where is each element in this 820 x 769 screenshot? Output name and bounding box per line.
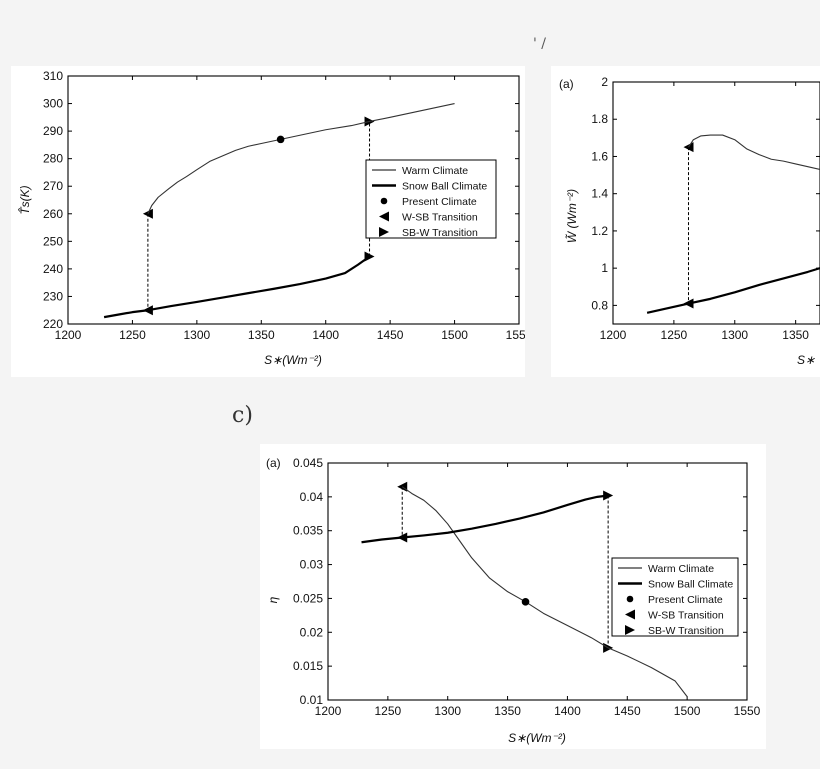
panel-label: (a) <box>266 456 281 470</box>
plot-area <box>103 103 455 319</box>
x-tick-label: 1500 <box>674 704 701 718</box>
y-tick-label: 240 <box>43 262 63 276</box>
x-tick-label: 1200 <box>600 328 627 342</box>
y-tick-label: 310 <box>43 69 63 83</box>
legend-present-label: Present Climate <box>648 594 723 606</box>
legend: Warm Climate Snow Ball Climate Present Cli… <box>365 159 497 239</box>
y-tick-label: 1 <box>601 261 608 275</box>
x-tick-label: 1200 <box>315 704 342 718</box>
y-tick-label: 1.8 <box>591 112 608 126</box>
x-axis-label: S∗ <box>797 353 815 367</box>
plot-area <box>361 481 688 697</box>
y-tick-label: 0.045 <box>293 456 323 470</box>
x-tick-label: 1400 <box>312 328 339 342</box>
y-tick-label: 0.03 <box>300 558 324 572</box>
x-tick-label: 1450 <box>377 328 404 342</box>
x-tick-label: 1550 <box>506 328 525 342</box>
y-tick-label: 290 <box>43 124 63 138</box>
wsb-transition-marker-start <box>397 481 408 492</box>
legend-wsb-label: W-SB Transition <box>402 212 478 224</box>
snowball-climate-line <box>103 255 371 319</box>
eta-chart: 1200 1250 1300 1350 1400 1450 1500 1550 0.01 0.01… <box>266 456 761 745</box>
warm-climate-line <box>401 486 688 697</box>
legend-snowball-label: Snow Ball Climate <box>402 181 487 193</box>
x-tick-label: 1300 <box>721 328 748 342</box>
x-tick-label: 1550 <box>734 704 761 718</box>
x-tick-label: 1300 <box>184 328 211 342</box>
plot-frame <box>327 462 748 701</box>
temperature-chart-panel: 1200 1250 1300 1350 1400 1450 1500 1550 220 230 24… <box>11 66 525 377</box>
x-tick-label: 1250 <box>661 328 688 342</box>
y-axis-label: η <box>266 596 280 603</box>
x-tick-label: 1300 <box>434 704 461 718</box>
panel-label: (a) <box>559 77 574 91</box>
snowball-climate-line <box>646 267 820 314</box>
y-tick-label: 300 <box>43 97 63 111</box>
legend-snowball-label: Snow Ball Climate <box>648 579 733 591</box>
legend-wsb-swatch <box>379 211 389 222</box>
legend-box <box>365 159 497 239</box>
present-climate-point <box>521 598 530 606</box>
sbw-transition-marker-start <box>603 490 614 501</box>
legend-sbw-swatch <box>379 227 389 237</box>
snowball-climate-line <box>361 494 609 544</box>
y-tick-label: 250 <box>43 234 63 248</box>
legend-sbw-label: SB-W Transition <box>648 625 724 637</box>
x-tick-label: 1350 <box>782 328 809 342</box>
y-tick-label: 270 <box>43 179 63 193</box>
x-tick-label: 1250 <box>375 704 402 718</box>
x-tick-label: 1350 <box>494 704 521 718</box>
x-tick-label: 1500 <box>441 328 468 342</box>
x-tick-label: 1200 <box>55 328 82 342</box>
eta-chart-panel: 1200 1250 1300 1350 1400 1450 1500 1550 0.01 0.01… <box>260 444 766 749</box>
y-tick-label: 0.04 <box>300 490 324 504</box>
y-tick-label: 0.02 <box>300 625 324 639</box>
y-tick-label: 220 <box>43 317 63 331</box>
warm-climate-line <box>688 134 820 171</box>
top-mark: ' / <box>533 36 547 52</box>
legend-present-label: Present Climate <box>402 196 477 208</box>
legend-wsb-label: W-SB Transition <box>648 610 724 622</box>
y-tick-label: 280 <box>43 152 63 166</box>
y-axis-label: T̂s(K) <box>17 185 32 214</box>
y-tick-label: 260 <box>43 207 63 221</box>
y-tick-label: 0.8 <box>591 298 608 312</box>
y-tick-label: 0.015 <box>293 659 323 673</box>
y-tick-label: 0.025 <box>293 591 323 605</box>
legend-present-swatch <box>380 197 388 205</box>
plot-frame <box>612 81 820 325</box>
x-tick-label: 1400 <box>554 704 581 718</box>
legend-sbw-label: SB-W Transition <box>402 227 478 239</box>
legend-warm-label: Warm Climate <box>648 563 714 575</box>
y-tick-label: 0.035 <box>293 524 323 538</box>
y-tick-label: 1.2 <box>591 224 608 238</box>
y-tick-label: 230 <box>43 289 63 303</box>
legend-present-swatch <box>626 595 634 603</box>
plot-frame <box>67 75 520 325</box>
legend-warm-label: Warm Climate <box>402 165 468 177</box>
y-tick-label: 0.01 <box>300 693 324 707</box>
x-axis-label: S∗(Wm⁻²) <box>264 353 322 367</box>
x-axis-label: S∗(Wm⁻²) <box>508 731 566 745</box>
y-tick-label: 2 <box>601 75 608 89</box>
plot-area <box>646 134 820 314</box>
y-axis-label: W̃ (Wm⁻²) <box>564 189 579 243</box>
legend-box <box>611 557 739 637</box>
legend: Warm Climate Snow Ball Climate Present Cli… <box>611 557 739 637</box>
water-chart: 1200 1250 1300 1350 0.8 1 1.2 1.4 1.6 1.8 2 S∗ W̃ (W… <box>559 75 820 367</box>
y-tick-label: 1.6 <box>591 149 608 163</box>
x-tick-label: 1450 <box>614 704 641 718</box>
legend-sbw-swatch <box>625 625 635 635</box>
panel-c-label: c) <box>232 403 253 428</box>
present-climate-point <box>276 135 285 144</box>
temperature-chart: 1200 1250 1300 1350 1400 1450 1500 1550 220 230 24… <box>17 69 525 367</box>
water-chart-panel: 1200 1250 1300 1350 0.8 1 1.2 1.4 1.6 1.8 2 S∗ W̃ (W… <box>551 66 820 377</box>
warm-climate-line <box>147 103 455 215</box>
x-tick-label: 1350 <box>248 328 275 342</box>
x-tick-label: 1250 <box>119 328 146 342</box>
y-tick-label: 1.4 <box>591 187 608 201</box>
legend-wsb-swatch <box>625 609 635 620</box>
